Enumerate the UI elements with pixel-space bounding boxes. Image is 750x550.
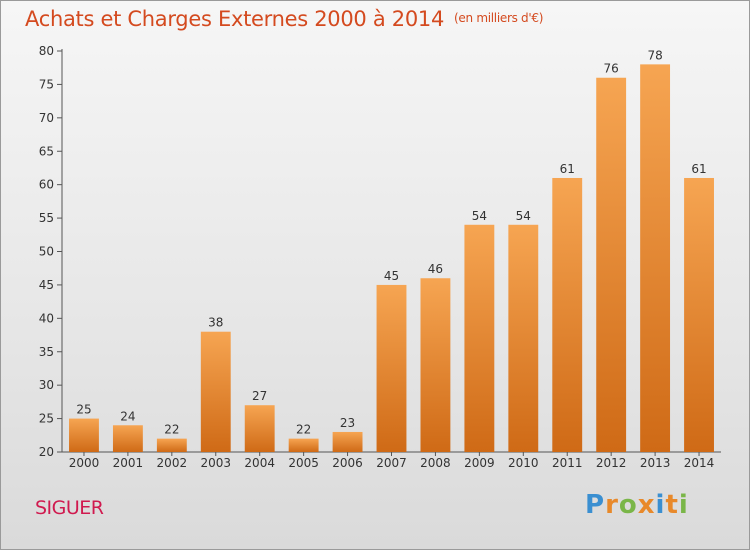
y-tick-label: 80 xyxy=(39,44,54,58)
x-tick-label: 2005 xyxy=(288,456,319,470)
data-label: 76 xyxy=(604,62,619,76)
y-tick-label: 35 xyxy=(39,345,54,359)
bar xyxy=(508,224,539,452)
data-label: 23 xyxy=(340,416,355,430)
x-tick-label: 2006 xyxy=(332,456,363,470)
x-tick-label: 2012 xyxy=(596,456,627,470)
data-label: 46 xyxy=(428,262,443,276)
bar xyxy=(640,64,671,452)
x-tick-label: 2011 xyxy=(552,456,583,470)
x-tick-label: 2007 xyxy=(376,456,407,470)
x-tick-label: 2014 xyxy=(684,456,715,470)
y-tick-label: 55 xyxy=(39,211,54,225)
bar xyxy=(552,177,583,452)
data-label: 61 xyxy=(691,162,706,176)
data-label: 61 xyxy=(560,162,575,176)
y-tick-label: 25 xyxy=(39,412,54,426)
x-tick-label: 2000 xyxy=(69,456,100,470)
bar xyxy=(332,431,363,452)
data-label: 22 xyxy=(164,423,179,437)
data-label: 54 xyxy=(472,209,487,223)
x-tick-label: 2002 xyxy=(157,456,188,470)
y-tick-label: 75 xyxy=(39,77,54,91)
logo-letter: i xyxy=(678,490,689,520)
data-label: 78 xyxy=(647,48,662,62)
proxiti-logo: Proxiti xyxy=(585,490,689,520)
logo-letter: t xyxy=(665,490,679,520)
bar xyxy=(376,284,407,452)
bar xyxy=(244,405,275,452)
data-label: 25 xyxy=(76,403,91,417)
y-tick-label: 30 xyxy=(39,378,54,392)
x-tick-label: 2004 xyxy=(244,456,275,470)
y-tick-label: 65 xyxy=(39,144,54,158)
chart-title: Achats et Charges Externes 2000 à 2014 (e… xyxy=(25,7,543,31)
x-tick-label: 2001 xyxy=(113,456,144,470)
bar xyxy=(200,331,231,452)
bar xyxy=(112,425,143,452)
bar xyxy=(464,224,495,452)
bar xyxy=(288,438,319,452)
chart-subtitle: (en milliers d'€) xyxy=(454,11,544,25)
chart-title-text: Achats et Charges Externes 2000 à 2014 xyxy=(25,7,445,31)
logo-letter: r xyxy=(605,490,619,520)
data-label: 54 xyxy=(516,209,531,223)
bar xyxy=(69,418,99,452)
bar xyxy=(420,278,451,452)
data-label: 27 xyxy=(252,389,267,403)
y-tick-label: 45 xyxy=(39,278,54,292)
bar xyxy=(156,438,187,452)
data-label: 38 xyxy=(208,316,223,330)
data-label: 24 xyxy=(120,409,135,423)
y-tick-label: 50 xyxy=(39,245,54,259)
x-tick-label: 2003 xyxy=(200,456,231,470)
logo-letter: o xyxy=(618,490,638,520)
bar xyxy=(684,177,714,452)
logo-letter: x xyxy=(637,490,656,520)
x-tick-label: 2013 xyxy=(640,456,671,470)
y-tick-label: 70 xyxy=(39,111,54,125)
data-label: 45 xyxy=(384,269,399,283)
x-tick-label: 2008 xyxy=(420,456,451,470)
logo-letter: P xyxy=(585,490,606,520)
y-tick-label: 20 xyxy=(39,445,54,459)
bar xyxy=(596,77,627,452)
y-tick-label: 40 xyxy=(39,311,54,325)
data-label: 22 xyxy=(296,423,311,437)
x-tick-label: 2010 xyxy=(508,456,539,470)
y-tick-label: 60 xyxy=(39,178,54,192)
commune-name: SIGUER xyxy=(35,497,104,519)
x-tick-label: 2009 xyxy=(464,456,495,470)
logo-letter: i xyxy=(655,490,666,520)
